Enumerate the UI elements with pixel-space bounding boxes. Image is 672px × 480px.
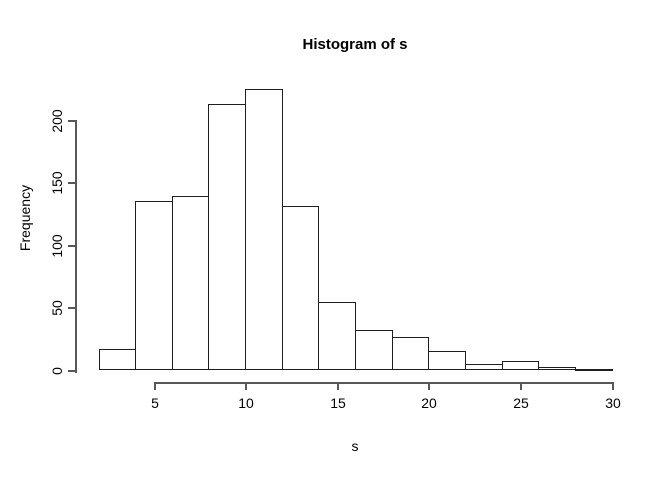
histogram-bar bbox=[245, 89, 283, 370]
y-axis-label: Frequency bbox=[17, 184, 33, 252]
histogram-bar bbox=[208, 104, 246, 370]
x-tick-label: 30 bbox=[605, 395, 621, 411]
y-tick-label: 50 bbox=[49, 300, 65, 316]
x-tick-label: 20 bbox=[421, 395, 437, 411]
histogram-bar bbox=[172, 196, 209, 370]
y-tick bbox=[68, 245, 76, 247]
y-tick-label: 100 bbox=[49, 234, 65, 258]
y-tick bbox=[68, 182, 76, 184]
y-tick-label: 150 bbox=[49, 171, 65, 195]
histogram-bar bbox=[392, 337, 429, 370]
histogram-bar bbox=[135, 201, 173, 370]
x-tick-label: 10 bbox=[238, 395, 254, 411]
histogram-bar bbox=[355, 330, 393, 370]
x-tick-label: 5 bbox=[151, 395, 159, 411]
histogram-bar bbox=[465, 364, 503, 370]
x-tick bbox=[612, 382, 614, 390]
x-tick bbox=[520, 382, 522, 390]
x-tick bbox=[428, 382, 430, 390]
y-tick-label: 0 bbox=[49, 367, 65, 375]
histogram-bar bbox=[282, 206, 319, 370]
y-tick bbox=[68, 120, 76, 122]
chart-title: Histogram of s bbox=[302, 36, 408, 53]
x-tick bbox=[337, 382, 339, 390]
histogram-bar bbox=[318, 302, 356, 370]
histogram-bar bbox=[575, 369, 613, 371]
y-tick bbox=[68, 370, 76, 372]
histogram-bar bbox=[99, 349, 136, 370]
x-axis-line bbox=[154, 382, 614, 384]
y-tick-label: 200 bbox=[49, 109, 65, 133]
x-axis-label: s bbox=[351, 438, 359, 454]
histogram-bar bbox=[538, 367, 576, 370]
x-tick bbox=[245, 382, 247, 390]
y-axis-line bbox=[75, 120, 77, 373]
x-tick-label: 25 bbox=[513, 395, 529, 411]
y-tick bbox=[68, 307, 76, 309]
histogram-bar bbox=[428, 351, 466, 370]
x-tick-label: 15 bbox=[330, 395, 346, 411]
x-tick bbox=[154, 382, 156, 390]
histogram-bar bbox=[502, 361, 539, 370]
